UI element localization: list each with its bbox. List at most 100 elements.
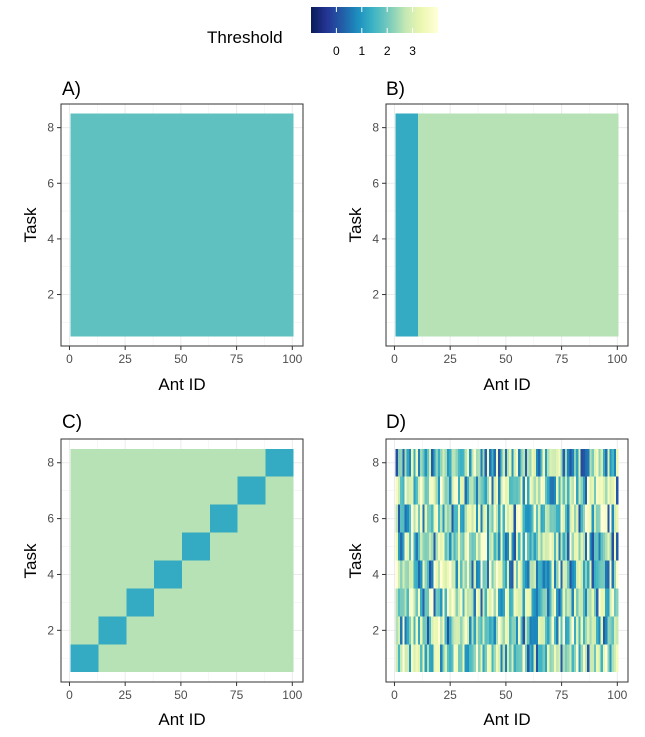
heatmap-cell: [411, 504, 414, 533]
heatmap-cell: [562, 476, 565, 505]
heatmap-cell: [558, 644, 561, 673]
x-tick-label: 25: [118, 352, 132, 366]
heatmap-cell: [420, 616, 423, 645]
heatmap-cell: [518, 448, 521, 477]
heatmap-cell: [584, 448, 588, 477]
heatmap-cell: [451, 532, 454, 561]
heatmap-cell: [600, 532, 603, 561]
heatmap-cell: [607, 560, 610, 589]
x-axis-ticks: 0 25 50 75 100: [391, 682, 628, 702]
heatmap-cell: [527, 616, 530, 645]
heatmap-cell: [524, 448, 528, 477]
heatmap-cell: [402, 448, 405, 477]
heatmap-cell: [509, 504, 512, 533]
x-tick-label: 50: [499, 352, 513, 366]
heatmap-cell: [560, 616, 563, 645]
heatmap-cell: [553, 532, 557, 561]
x-tick-label: 50: [174, 352, 188, 366]
panel-label: A): [62, 79, 81, 100]
y-tick-label: 2: [372, 623, 379, 637]
heatmap-cell: [478, 560, 481, 589]
heatmap-cell: [484, 644, 487, 673]
heatmap-cell: [486, 532, 490, 561]
heatmap-cell: [502, 504, 505, 533]
heatmap-cell: [406, 560, 409, 589]
heatmap-cell: [446, 588, 450, 617]
heatmap-cell: [507, 448, 510, 477]
heatmap-cell: [395, 560, 398, 589]
heatmap-cell: [560, 504, 563, 533]
heatmap-cell: [547, 532, 550, 561]
heatmap-cell: [522, 560, 525, 589]
heatmap-cell: [444, 588, 447, 617]
heatmap-cell: [473, 532, 476, 561]
heatmap-cell: [564, 644, 568, 673]
legend-tick-label: 3: [409, 44, 416, 58]
y-tick-label: 6: [47, 176, 54, 190]
heatmap-cell: [451, 504, 454, 533]
heatmap-cell: [602, 476, 606, 505]
heatmap-cell: [611, 504, 614, 533]
heatmap-cell: [464, 588, 467, 617]
heatmap-cell: [598, 560, 601, 589]
heatmap-cell: [560, 532, 563, 561]
heatmap-cell: [549, 588, 552, 617]
heatmap-cell: [522, 448, 525, 477]
heatmap-cell: [440, 504, 443, 533]
heatmap-cell: [395, 644, 398, 673]
heatmap-cell: [507, 644, 510, 673]
heatmap-cell: [498, 644, 501, 673]
heatmap-cell: [609, 448, 612, 477]
heatmap-cell: [397, 616, 401, 645]
heatmap-cell: [589, 532, 592, 561]
x-tick-label: 0: [66, 688, 73, 702]
heatmap-cell: [449, 532, 452, 561]
heatmap-cell: [538, 560, 541, 589]
heatmap-cell: [491, 504, 494, 533]
y-axis-title: Task: [346, 207, 365, 242]
heatmap-cell: [444, 504, 447, 533]
heatmap-cell: [491, 616, 494, 645]
heatmap-cell: [549, 504, 552, 533]
heatmap-cell: [598, 644, 601, 673]
heatmap-cell: [544, 504, 548, 533]
heatmap-cell: [538, 532, 541, 561]
heatmap-cell: [533, 504, 536, 533]
panel-label: D): [386, 412, 406, 433]
x-tick-label: 0: [391, 688, 398, 702]
heatmap-cell: [553, 504, 557, 533]
heatmap-cell: [564, 504, 568, 533]
heatmap-cell: [544, 616, 548, 645]
heatmap-cell: [535, 504, 539, 533]
heatmap-cell: [613, 504, 617, 533]
heatmap-cell: [420, 560, 423, 589]
heatmap-cell: [502, 532, 505, 561]
heatmap-cell: [524, 532, 528, 561]
heatmap-cell: [549, 476, 552, 505]
heatmap-cell: [529, 504, 532, 533]
heatmap-cell: [616, 560, 619, 589]
heatmap-cell: [433, 448, 436, 477]
heatmap-cell: [404, 504, 407, 533]
x-tick-label: 100: [282, 352, 302, 366]
heatmap-cell: [571, 560, 574, 589]
heatmap-cell: [535, 616, 539, 645]
heatmap-cell: [609, 476, 612, 505]
heatmap-cell: [513, 616, 516, 645]
heatmap-cell: [611, 448, 614, 477]
heatmap-cell: [460, 448, 463, 477]
heatmap-cell: [502, 588, 505, 617]
heatmap-cell: [511, 616, 514, 645]
heatmap-cell: [580, 448, 583, 477]
heatmap-cell: [429, 476, 432, 505]
heatmap-cell: [616, 448, 619, 477]
heatmap-cell: [404, 644, 407, 673]
heatmap-cell: [556, 644, 559, 673]
heatmap-cell: [560, 560, 563, 589]
heatmap-cell: [562, 560, 565, 589]
heatmap-cell: [446, 532, 450, 561]
heatmap-cell: [442, 588, 445, 617]
heatmap-cell: [571, 476, 574, 505]
heatmap-cell: [564, 616, 568, 645]
